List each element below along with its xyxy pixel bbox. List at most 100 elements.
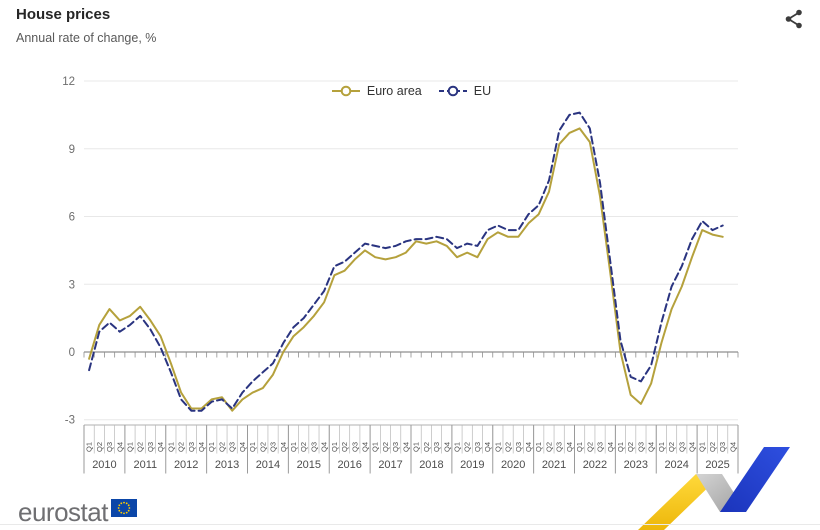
svg-text:Q2: Q2 bbox=[504, 442, 513, 452]
svg-text:Q3: Q3 bbox=[269, 442, 278, 452]
svg-text:Q3: Q3 bbox=[677, 442, 686, 452]
svg-text:Q2: Q2 bbox=[667, 442, 676, 452]
svg-text:2011: 2011 bbox=[133, 459, 157, 471]
svg-text:Q1: Q1 bbox=[575, 442, 584, 452]
svg-text:Q1: Q1 bbox=[493, 442, 502, 452]
svg-text:Q3: Q3 bbox=[391, 442, 400, 452]
svg-text:3: 3 bbox=[69, 279, 75, 291]
svg-text:Q2: Q2 bbox=[299, 442, 308, 452]
svg-text:2020: 2020 bbox=[501, 459, 525, 471]
eu-flag-icon bbox=[110, 499, 137, 517]
svg-text:Q4: Q4 bbox=[483, 442, 492, 452]
svg-text:Q2: Q2 bbox=[463, 442, 472, 452]
svg-text:Q1: Q1 bbox=[698, 442, 707, 452]
svg-text:2017: 2017 bbox=[378, 459, 402, 471]
svg-text:Q2: Q2 bbox=[626, 442, 635, 452]
svg-text:Q3: Q3 bbox=[309, 442, 318, 452]
svg-text:2012: 2012 bbox=[174, 459, 198, 471]
svg-text:Q1: Q1 bbox=[616, 442, 625, 452]
svg-text:Q2: Q2 bbox=[217, 442, 226, 452]
svg-text:Q1: Q1 bbox=[207, 442, 216, 452]
legend-item-euro-area[interactable]: Euro area bbox=[331, 84, 422, 98]
footer-divider bbox=[0, 524, 820, 525]
svg-text:Q3: Q3 bbox=[432, 442, 441, 452]
svg-text:2014: 2014 bbox=[256, 459, 280, 471]
series-line-eu bbox=[88, 111, 724, 412]
svg-text:Q1: Q1 bbox=[248, 442, 257, 452]
svg-text:Q1: Q1 bbox=[166, 442, 175, 452]
svg-text:Q2: Q2 bbox=[177, 442, 186, 452]
svg-text:Q3: Q3 bbox=[146, 442, 155, 452]
svg-text:Q1: Q1 bbox=[657, 442, 666, 452]
series-line-euro-area bbox=[88, 127, 724, 412]
eurostat-ribbon-decoration bbox=[638, 447, 790, 530]
series-lines bbox=[88, 111, 724, 412]
svg-text:Q3: Q3 bbox=[228, 442, 237, 452]
svg-text:2019: 2019 bbox=[460, 459, 484, 471]
legend-label: EU bbox=[473, 84, 492, 98]
svg-text:Q4: Q4 bbox=[688, 442, 697, 452]
svg-text:Q1: Q1 bbox=[330, 442, 339, 452]
svg-text:Q3: Q3 bbox=[718, 442, 727, 452]
euro-area-line-marker-icon bbox=[331, 85, 360, 97]
svg-text:2024: 2024 bbox=[664, 459, 688, 471]
legend-label: Euro area bbox=[366, 84, 422, 98]
svg-text:Q4: Q4 bbox=[115, 442, 124, 452]
svg-text:Q1: Q1 bbox=[412, 442, 421, 452]
svg-text:Q2: Q2 bbox=[136, 442, 145, 452]
svg-text:Q4: Q4 bbox=[401, 442, 410, 452]
svg-text:Q2: Q2 bbox=[708, 442, 717, 452]
gridlines bbox=[83, 80, 739, 421]
svg-text:Q4: Q4 bbox=[647, 442, 656, 452]
svg-text:Q1: Q1 bbox=[125, 442, 134, 452]
svg-text:6: 6 bbox=[69, 212, 75, 224]
svg-text:2016: 2016 bbox=[337, 459, 361, 471]
svg-text:Q2: Q2 bbox=[258, 442, 267, 452]
svg-text:Q4: Q4 bbox=[524, 442, 533, 452]
svg-text:Q3: Q3 bbox=[350, 442, 359, 452]
chart-subtitle: Annual rate of change, % bbox=[16, 31, 157, 45]
svg-text:2010: 2010 bbox=[92, 459, 116, 471]
svg-text:Q4: Q4 bbox=[279, 442, 288, 452]
svg-text:Q2: Q2 bbox=[544, 442, 553, 452]
svg-text:2013: 2013 bbox=[215, 459, 239, 471]
y-axis-tick-labels: 12 9 6 3 0 -3 bbox=[62, 76, 75, 427]
eu-line-marker-icon bbox=[438, 85, 467, 97]
svg-text:Q1: Q1 bbox=[289, 442, 298, 452]
svg-text:2022: 2022 bbox=[583, 459, 607, 471]
svg-text:Q4: Q4 bbox=[361, 442, 370, 452]
svg-text:Q4: Q4 bbox=[442, 442, 451, 452]
svg-text:Q4: Q4 bbox=[606, 442, 615, 452]
svg-text:Q1: Q1 bbox=[534, 442, 543, 452]
svg-text:Q2: Q2 bbox=[422, 442, 431, 452]
svg-text:Q1: Q1 bbox=[452, 442, 461, 452]
svg-text:9: 9 bbox=[69, 144, 75, 156]
svg-text:Q2: Q2 bbox=[340, 442, 349, 452]
svg-text:Q2: Q2 bbox=[381, 442, 390, 452]
svg-text:Q3: Q3 bbox=[636, 442, 645, 452]
chart-legend: Euro area EU bbox=[84, 84, 738, 98]
page-title: House prices bbox=[16, 6, 111, 23]
eurostat-logo: eurostat bbox=[18, 499, 137, 525]
svg-text:2018: 2018 bbox=[419, 459, 443, 471]
svg-text:Q3: Q3 bbox=[105, 442, 114, 452]
svg-text:Q4: Q4 bbox=[156, 442, 165, 452]
svg-text:Q1: Q1 bbox=[85, 442, 94, 452]
svg-text:2015: 2015 bbox=[297, 459, 321, 471]
svg-text:Q3: Q3 bbox=[514, 442, 523, 452]
svg-text:Q4: Q4 bbox=[238, 442, 247, 452]
svg-text:2023: 2023 bbox=[624, 459, 648, 471]
svg-text:-3: -3 bbox=[65, 415, 75, 427]
svg-text:Q2: Q2 bbox=[585, 442, 594, 452]
svg-text:Q4: Q4 bbox=[565, 442, 574, 452]
legend-item-eu[interactable]: EU bbox=[438, 84, 491, 98]
share-button[interactable] bbox=[782, 8, 806, 32]
svg-text:2021: 2021 bbox=[542, 459, 566, 471]
svg-text:Q4: Q4 bbox=[320, 442, 329, 452]
svg-text:Q4: Q4 bbox=[728, 442, 737, 452]
svg-text:Q1: Q1 bbox=[371, 442, 380, 452]
svg-text:0: 0 bbox=[69, 347, 75, 359]
